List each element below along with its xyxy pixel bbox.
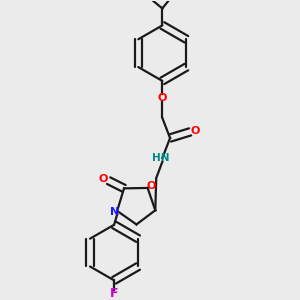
Text: O: O [158,93,167,103]
Text: O: O [146,182,155,191]
Text: N: N [110,208,119,218]
Text: O: O [98,174,108,184]
Text: HN: HN [152,153,169,163]
Text: O: O [191,126,200,136]
Text: F: F [110,287,118,300]
